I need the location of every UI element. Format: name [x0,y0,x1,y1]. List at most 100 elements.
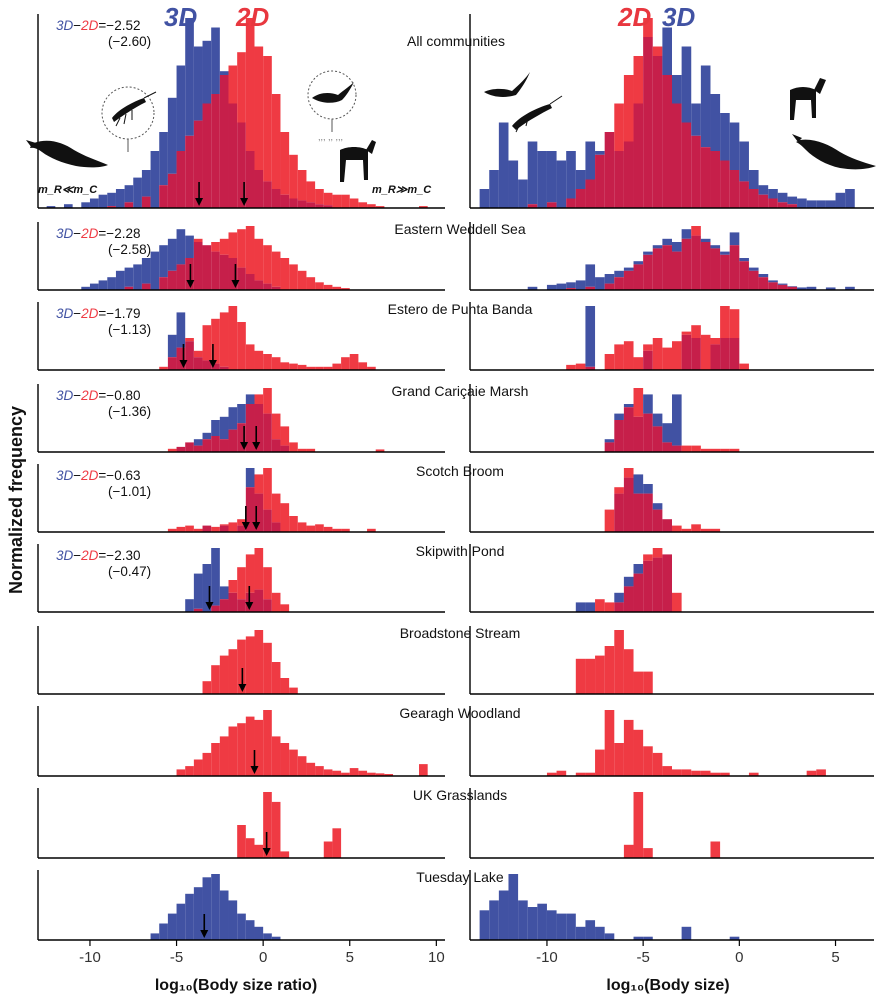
bar-right-5-hi [672,592,682,612]
bar-right-2-hi [604,354,615,370]
bar-right-0-lo [681,122,692,208]
bar-left-0-lo [297,200,307,208]
bar-left-3-hi [263,388,272,414]
bar-right-1-hi [556,283,567,290]
bar-right-6-hi [643,671,653,694]
diff-sep-1: − [73,226,81,241]
bar-left-0-lo [315,204,324,208]
bar-left-6-hi [289,687,298,694]
bar-right-3-lo [633,416,644,452]
bar-right-3-lo [604,442,615,452]
bar-right-9-hi [556,913,567,940]
bar-right-1-hi [710,245,721,249]
bar-right-1-hi [672,242,682,252]
bar-right-1-hi [691,226,701,236]
diff-value-0: =−2.52 [98,18,140,33]
bar-right-4-lo [623,477,634,532]
bar-right-0-hi [556,160,567,208]
bar-right-1-hi [643,251,653,255]
bar-left-7-hi [297,756,307,776]
bar-left-1-hi [124,267,134,287]
bar-right-4-lo [652,509,663,532]
panel-title-1: Eastern Weddell Sea [394,221,525,237]
bar-right-1-hi [662,238,672,246]
bar-right-1-hi [652,245,663,249]
bar-right-5-lo [652,557,663,612]
bar-left-6-hi [245,636,255,694]
bar-right-3-hi [604,439,615,443]
bar-left-9-hi [167,913,177,940]
bar-left-0-lo [263,181,272,208]
bar-right-0-hi [806,200,817,208]
mean-arrow-head-6-0 [238,684,247,692]
bar-left-4-hi [280,503,290,532]
bar-right-0-lo [720,160,730,208]
deer-icon-right [790,78,826,120]
bar-right-5-hi [633,564,644,574]
bar-right-3-hi [672,394,682,446]
bar-left-4-hi [237,519,246,526]
bar-right-0-hi [720,113,730,161]
bar-left-0-lo [219,75,229,208]
bar-left-0-lo [271,189,281,208]
bar-left-0-hi [315,189,324,205]
bar-left-7-hi [271,736,281,776]
bar-right-0-lo [691,135,701,208]
bar-right-0-lo [758,194,769,208]
bar-left-3-lo [228,429,238,452]
bar-right-1-hi [585,264,596,287]
bar-right-4-hi [672,525,682,532]
bar-right-1-lo [614,277,624,290]
bar-left-5-lo [263,599,272,612]
bar-right-0-hi [489,170,499,208]
bar-right-0-hi [748,170,759,189]
bar-left-7-hi [367,772,376,776]
bar-right-7-hi [595,749,605,776]
bar-right-1-lo [681,238,692,290]
bar-right-0-hi [700,65,711,148]
bar-left-3-hi [202,432,212,440]
bar-right-2-hi [681,331,692,335]
bar-left-1-hi [323,284,333,290]
bar-right-3-hi [614,413,624,420]
diff-value-5: =−2.30 [98,548,140,563]
bar-left-0-hi [237,52,246,123]
bar-left-3-lo [263,413,272,452]
bar-left-6-hi [237,639,246,694]
bar-left-3-lo [271,439,281,452]
bar-left-0-hi [332,194,342,208]
bar-left-7-hi [219,736,229,776]
bar-left-1-hi [315,282,324,290]
bar-right-7-hi [623,719,634,776]
bar-left-6-hi [271,662,281,694]
x-axis-label-right: log₁₀(Body size) [606,977,729,994]
bar-left-0-lo [107,206,116,208]
bar-left-9-hi [237,913,246,940]
bar-left-2-hi [159,366,168,370]
diff-value-3: =−0.80 [98,388,140,403]
mean-arrow-head-4-1 [252,522,261,530]
bar-right-9-hi [479,910,490,940]
x-tick-label-right-3: 5 [831,949,839,966]
bar-right-0-lo [777,202,788,208]
bar-left-1-hi [159,245,168,278]
bar-left-0-hi [124,185,134,203]
diff-3d-1: 3D [56,226,74,241]
bar-right-7-hi [662,766,672,776]
bar-right-0-hi [797,198,807,208]
bar-right-3-lo [623,407,634,452]
bar-right-1-lo [720,254,730,290]
bar-right-9-hi [585,920,596,940]
bar-left-4-hi [254,474,264,494]
bar-right-1-lo [748,270,759,290]
bar-right-9-hi [595,926,605,940]
bar-left-2-hi [297,364,307,370]
bar-right-2-hi [614,344,624,370]
panels-layer: All communities3D−2D=−2.52(−2.60)Eastern… [37,14,874,966]
diff-3d-4: 3D [56,468,74,483]
mean-arrow-head-1-0 [186,280,195,288]
bar-right-1-hi [768,280,778,283]
bar-right-9-hi [537,903,547,940]
bar-right-2-hi [672,341,682,370]
